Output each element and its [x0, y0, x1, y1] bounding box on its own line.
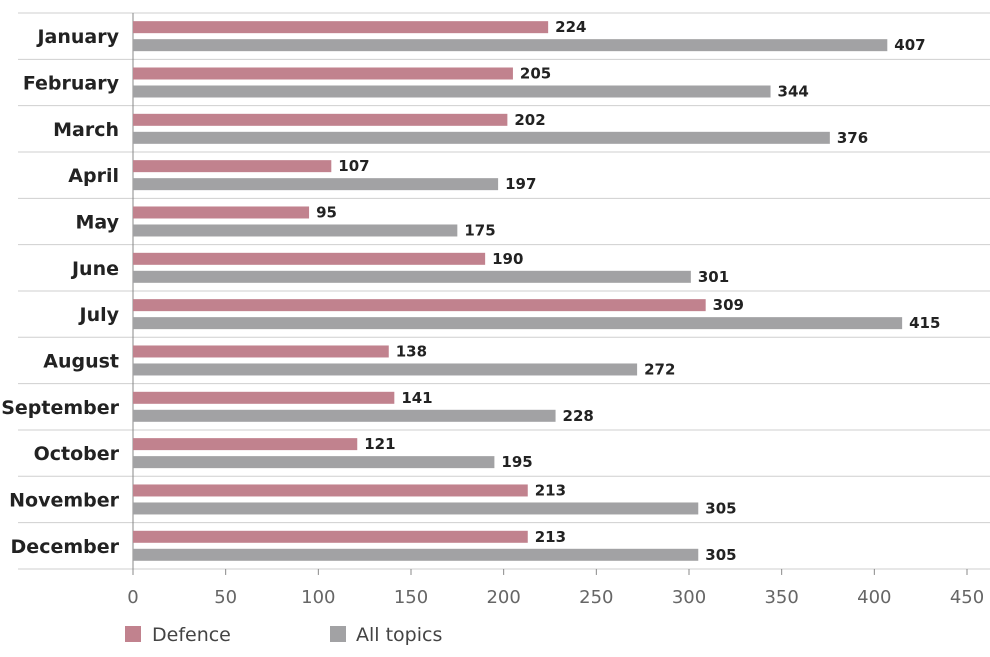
value-label-all-topics-december: 305 [705, 546, 736, 564]
category-label-december: December [11, 536, 120, 558]
value-label-all-topics-april: 197 [505, 175, 536, 193]
value-label-all-topics-july: 415 [909, 314, 940, 332]
bar-all-topics-april [133, 178, 499, 191]
bar-all-topics-march [133, 131, 830, 144]
bar-defence-january [133, 21, 549, 34]
value-label-all-topics-september: 228 [563, 407, 594, 425]
category-label-march: March [53, 119, 119, 141]
category-label-february: February [23, 72, 120, 94]
x-tick-label-350: 350 [764, 587, 798, 608]
bar-all-topics-october [133, 456, 495, 469]
value-label-all-topics-february: 344 [778, 82, 809, 100]
x-tick-label-200: 200 [486, 587, 520, 608]
category-label-july: July [78, 304, 120, 326]
category-label-september: September [1, 397, 119, 419]
value-label-defence-june: 190 [492, 250, 523, 268]
bar-defence-july [133, 299, 706, 312]
bar-defence-november [133, 484, 528, 497]
bar-defence-october [133, 438, 358, 451]
category-label-april: April [68, 165, 119, 187]
bar-defence-august [133, 345, 389, 358]
x-tick-label-100: 100 [301, 587, 335, 608]
bar-all-topics-september [133, 409, 556, 422]
value-label-all-topics-october: 195 [501, 453, 532, 471]
bar-defence-march [133, 113, 508, 126]
category-label-june: June [70, 258, 119, 280]
bar-all-topics-february [133, 85, 771, 98]
legend-swatch-defence [125, 626, 141, 642]
bar-all-topics-july [133, 317, 903, 330]
value-label-all-topics-june: 301 [698, 268, 729, 286]
x-tick-label-150: 150 [394, 587, 428, 608]
bars-group: 224 407 205 344 202 376 107 197 95 175 190 301 309 41… [133, 18, 940, 564]
bar-all-topics-november [133, 502, 699, 515]
legend-label-defence: Defence [152, 624, 231, 646]
value-label-defence-march: 202 [514, 111, 545, 129]
value-label-defence-january: 224 [555, 18, 586, 36]
bar-all-topics-december [133, 548, 699, 561]
value-label-defence-february: 205 [520, 64, 551, 82]
value-label-defence-july: 309 [713, 296, 744, 314]
category-label-november: November [9, 489, 120, 511]
x-tick-label-450: 450 [950, 587, 984, 608]
x-axis-ticks: 0 50 100 150 200 250 300 350 400 450 [127, 568, 984, 608]
category-label-may: May [75, 211, 119, 233]
value-label-defence-october: 121 [364, 435, 395, 453]
value-label-defence-may: 95 [316, 203, 337, 221]
bar-defence-may [133, 206, 310, 219]
value-label-all-topics-august: 272 [644, 360, 675, 378]
x-tick-label-0: 0 [127, 587, 138, 608]
category-label-january: January [35, 26, 119, 48]
value-label-all-topics-january: 407 [894, 36, 925, 54]
bar-all-topics-june [133, 270, 691, 283]
category-labels: January February March April May June July Augu… [1, 26, 119, 558]
x-tick-label-250: 250 [579, 587, 613, 608]
legend-label-all-topics: All topics [356, 624, 442, 646]
bar-defence-april [133, 160, 332, 173]
legend: Defence All topics [125, 624, 442, 646]
bar-all-topics-august [133, 363, 638, 376]
legend-swatch-all-topics [330, 626, 346, 642]
bar-defence-february [133, 67, 513, 80]
value-label-all-topics-november: 305 [705, 499, 736, 517]
bar-defence-june [133, 252, 486, 265]
value-label-defence-december: 213 [535, 528, 566, 546]
bar-all-topics-may [133, 224, 458, 237]
value-label-defence-november: 213 [535, 481, 566, 499]
value-label-all-topics-may: 175 [464, 221, 495, 239]
bar-defence-september [133, 391, 395, 404]
value-label-defence-september: 141 [401, 389, 432, 407]
category-label-august: August [43, 350, 119, 372]
value-label-defence-august: 138 [396, 342, 427, 360]
x-tick-label-300: 300 [672, 587, 706, 608]
x-tick-label-50: 50 [214, 587, 237, 608]
bar-all-topics-january [133, 39, 888, 52]
value-label-all-topics-march: 376 [837, 129, 868, 147]
x-tick-label-400: 400 [857, 587, 891, 608]
bar-defence-december [133, 530, 528, 543]
category-label-october: October [34, 443, 120, 465]
value-label-defence-april: 107 [338, 157, 369, 175]
